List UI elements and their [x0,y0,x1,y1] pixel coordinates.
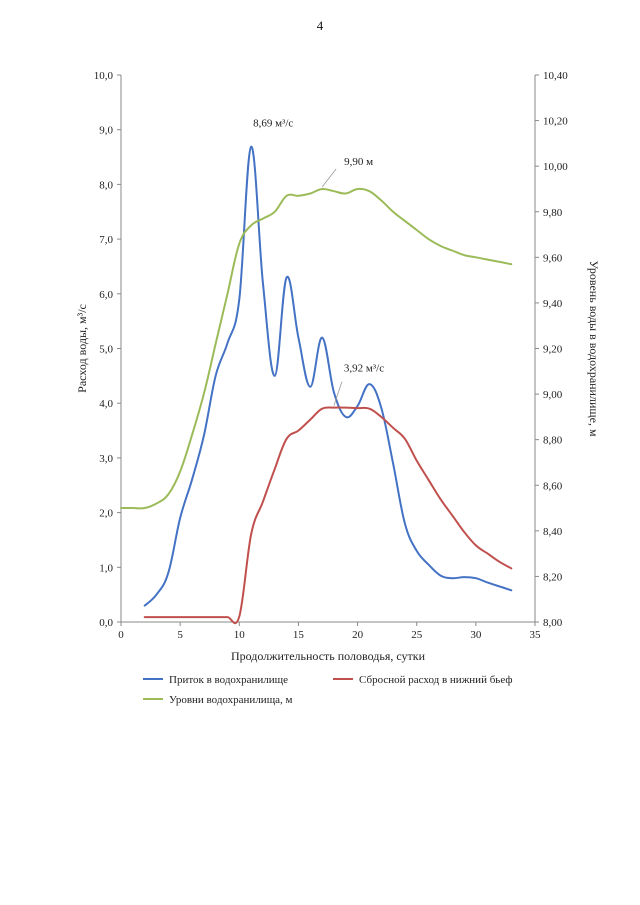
y2-tick-label: 10,00 [543,161,568,173]
y-tick-label: 1,0 [99,562,113,574]
x-tick-label: 10 [234,629,246,641]
legend-label: Уровни водохранилища, м [169,694,293,706]
y-tick-label: 10,0 [94,70,114,82]
annotation-label: 9,90 м [344,156,373,168]
annotation-label: 8,69 м³/с [253,118,293,130]
y2-tick-label: 8,40 [543,526,563,538]
y2-axis-title: Уровень воды в водохранилище, м [587,260,601,437]
annotation-leader [333,381,343,406]
y-tick-label: 2,0 [99,508,113,520]
x-tick-label: 0 [118,629,124,641]
y2-tick-label: 9,00 [543,389,563,401]
y-tick-label: 5,0 [99,344,113,356]
y2-tick-label: 9,40 [543,298,563,310]
y2-tick-label: 9,20 [543,344,563,356]
y2-tick-label: 8,20 [543,571,563,583]
y2-tick-label: 10,40 [543,70,568,82]
y2-tick-label: 9,80 [543,207,563,219]
y2-tick-label: 8,60 [543,480,563,492]
x-tick-label: 20 [352,629,364,641]
y-tick-label: 0,0 [99,617,113,629]
y-tick-label: 3,0 [99,453,113,465]
annotation-label: 3,92 м³/с [344,363,384,375]
x-tick-label: 25 [411,629,423,641]
y-tick-label: 7,0 [99,234,113,246]
legend-label: Сбросной расход в нижний бьеф [359,674,512,686]
y-axis-title: Расход воды, м³/с [75,304,89,393]
y-tick-label: 9,0 [99,125,113,137]
y-tick-label: 8,0 [99,179,113,191]
legend-label: Приток в водохранилище [169,674,288,686]
water-level-line [120,187,513,510]
y-tick-label: 6,0 [99,289,113,301]
x-axis-title: Продолжительность половодья, сутки [231,649,426,663]
discharge-line [143,406,513,625]
page-number: 4 [316,18,324,33]
y2-tick-label: 10,20 [543,116,568,128]
x-tick-label: 30 [470,629,482,641]
inflow-line [143,145,513,607]
y-tick-label: 4,0 [99,398,113,410]
y2-tick-label: 8,00 [543,617,563,629]
x-tick-label: 5 [177,629,183,641]
y2-tick-label: 9,60 [543,252,563,264]
annotation-leader [321,168,337,188]
x-tick-label: 15 [293,629,305,641]
y2-tick-label: 8,80 [543,435,563,447]
x-tick-label: 35 [530,629,542,641]
